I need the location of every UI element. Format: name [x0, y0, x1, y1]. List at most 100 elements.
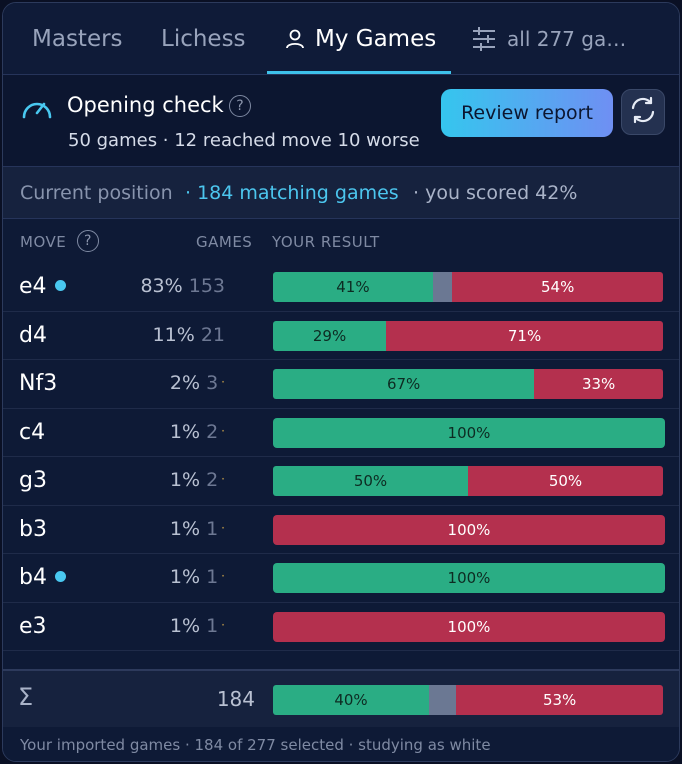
low-sample-marker: ·	[221, 520, 225, 535]
move-san: b3	[19, 517, 47, 542]
games-percent: 83%	[140, 275, 183, 297]
move-label: c4	[19, 419, 46, 445]
matching-games-link[interactable]: · 184 matching games	[185, 181, 399, 204]
win-segment: 40%	[273, 685, 429, 715]
loss-segment: 100%	[273, 611, 665, 642]
result-bar: 29% 71%	[273, 320, 663, 351]
table-row[interactable]: d4 11% 21 29% 71%	[3, 312, 679, 360]
games-count: 2	[206, 469, 219, 491]
footer-status: Your imported games · 184 of 277 selecte…	[3, 727, 679, 761]
summary-result-bar: 40% 53%	[273, 685, 663, 715]
header-move: MOVE	[20, 233, 67, 251]
win-segment: 100%	[273, 563, 665, 593]
draw-segment	[432, 272, 453, 302]
table-row[interactable]: Nf3 2% 3 · 67% 33%	[3, 360, 679, 409]
win-segment: 50%	[273, 466, 468, 496]
help-icon[interactable]: ?	[229, 95, 251, 117]
active-tab-indicator	[267, 71, 451, 74]
result-bar: 100%	[273, 514, 665, 545]
games-count: 1	[206, 566, 219, 588]
position-score: · you scored 42%	[413, 181, 578, 204]
move-label: d4	[19, 322, 47, 348]
games-percent: 1%	[169, 566, 201, 588]
result-bar: 100%	[273, 611, 665, 642]
win-segment: 29%	[273, 320, 387, 351]
table-row[interactable]: b3 1% 1 · 100%	[3, 506, 679, 554]
games-share: 1% 1 ·	[170, 518, 225, 540]
games-share: 83% 153	[140, 275, 225, 297]
position-summary: Current position · 184 matching games · …	[3, 167, 679, 219]
result-bar: 41% 54%	[273, 272, 663, 302]
review-report-button[interactable]: Review report	[441, 89, 613, 137]
games-share: 2% 3 ·	[170, 372, 225, 394]
summary-row: Σ 184 40% 53%	[3, 669, 679, 727]
tab-my-games-label: My Games	[315, 26, 437, 52]
games-share: 11% 21	[153, 324, 225, 346]
refresh-button[interactable]	[621, 89, 665, 135]
refresh-icon	[629, 96, 657, 128]
repertoire-dot-icon	[54, 570, 66, 582]
help-icon[interactable]: ?	[77, 230, 99, 252]
move-label: b3	[19, 516, 47, 542]
result-bar: 50% 50%	[273, 466, 663, 496]
games-share: 1% 1 ·	[170, 566, 225, 588]
games-share: 1% 2 ·	[170, 421, 225, 443]
move-san: Nf3	[19, 371, 57, 396]
opening-check-summary: 50 games · 12 reached move 10 worse	[68, 130, 420, 151]
person-icon	[285, 28, 305, 50]
games-percent: 2%	[169, 372, 201, 394]
games-count: 21	[200, 323, 225, 346]
win-segment: 41%	[273, 272, 433, 302]
tab-lichess[interactable]: Lichess	[161, 3, 246, 75]
table-row[interactable]: b4 1% 1 · 100%	[3, 554, 679, 603]
tab-masters[interactable]: Masters	[32, 3, 123, 75]
table-row[interactable]: e3 1% 1 · 100%	[3, 603, 679, 651]
repertoire-dot-icon	[54, 279, 66, 291]
games-percent: 1%	[169, 469, 201, 491]
loss-segment: 33%	[534, 369, 663, 399]
games-share: 1% 1 ·	[170, 615, 225, 637]
games-percent: 1%	[169, 420, 201, 443]
header-games: GAMES	[196, 233, 253, 251]
low-sample-marker: ·	[221, 472, 225, 486]
move-san: b4	[19, 565, 66, 590]
games-percent: 1%	[169, 517, 201, 540]
win-segment: 67%	[273, 369, 535, 399]
tab-my-games[interactable]: My Games	[285, 3, 436, 75]
table-row[interactable]: g3 1% 2 · 50% 50%	[3, 457, 679, 506]
loss-segment: 71%	[386, 320, 663, 351]
position-label: Current position	[20, 181, 173, 204]
win-segment: 100%	[273, 417, 665, 448]
explorer-tabs: Masters Lichess My Games all 277 ga…	[3, 3, 679, 75]
loss-segment: 54%	[452, 272, 663, 302]
games-share: 1% 2 ·	[170, 469, 225, 491]
sigma-icon: Σ	[18, 683, 34, 711]
tab-masters-label: Masters	[32, 26, 123, 52]
tab-lichess-label: Lichess	[161, 26, 246, 52]
move-label: e3	[19, 613, 47, 639]
loss-segment: 53%	[456, 685, 663, 715]
move-san: e3	[19, 614, 47, 639]
move-san: c4	[19, 420, 45, 445]
low-sample-marker: ·	[221, 617, 225, 632]
games-count: 153	[188, 275, 225, 297]
tab-filter[interactable]: all 277 ga…	[471, 3, 626, 75]
draw-segment	[429, 685, 457, 715]
move-san: e4	[19, 274, 66, 299]
result-bar: 100%	[273, 417, 665, 448]
move-label: g3	[19, 468, 47, 493]
games-count: 3	[206, 372, 219, 394]
table-row[interactable]: c4 1% 2 · 100%	[3, 409, 679, 457]
summary-total: 184	[216, 687, 255, 711]
games-percent: 1%	[169, 614, 201, 637]
low-sample-marker: ·	[221, 423, 225, 438]
move-label: e4	[19, 274, 47, 299]
table-row[interactable]: e4 83% 153 41% 54%	[3, 263, 679, 312]
sliders-icon	[471, 26, 497, 52]
loss-segment: 50%	[468, 466, 663, 496]
games-percent: 11%	[152, 323, 195, 346]
header-result: YOUR RESULT	[272, 233, 380, 251]
moves-table: e4 83% 153 41% 54% d4 11% 21 29% 71% Nf3 2% 3 · 67%…	[3, 263, 679, 651]
opening-check-title: Opening check	[67, 93, 224, 117]
